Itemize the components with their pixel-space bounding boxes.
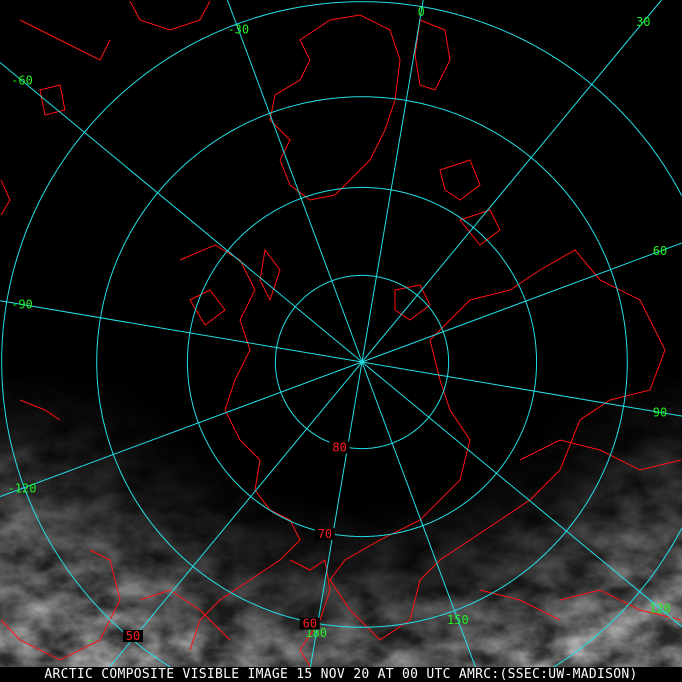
longitude-label: 120	[649, 602, 671, 616]
longitude-label: -	[86, 633, 93, 647]
coastlines	[0, 0, 682, 667]
meridian--150	[96, 361, 363, 682]
meridian-60	[361, 242, 682, 363]
longitude-label: 150	[447, 613, 469, 627]
longitude-label: -60	[11, 74, 33, 88]
longitude-label: 30	[636, 15, 650, 29]
longitude-label: 90	[653, 405, 667, 419]
grid-labels: -30 0 30 -60 60 -90 90 -120 120 150 180 - 80 70 60 50	[8, 5, 671, 647]
latitude-label-bg	[299, 617, 320, 630]
longitude-label: -90	[11, 298, 33, 312]
latitude-label-bg	[329, 441, 350, 454]
meridian-0	[361, 0, 424, 363]
meridian-150	[361, 361, 482, 682]
latitude-label: 80	[332, 440, 346, 454]
longitude-label: -120	[8, 481, 37, 495]
meridian-30	[361, 0, 662, 363]
meridian-90	[361, 361, 682, 417]
meridian-120	[361, 361, 682, 628]
longitude-label: 60	[653, 244, 667, 258]
longitude-label: 180	[305, 626, 327, 640]
latitude-label: 70	[318, 527, 332, 541]
latitude-label-bg	[314, 528, 335, 541]
coastline-baffin	[19, 0, 211, 61]
coastline-alaska	[289, 559, 331, 667]
latitude-label: 50	[126, 629, 140, 643]
longitude-label: -30	[227, 22, 249, 36]
longitude-label: 0	[418, 5, 425, 19]
coastline-svalbard	[439, 159, 501, 246]
meridian--30	[226, 0, 363, 363]
meridian--120	[0, 361, 363, 498]
coastline-canada-west	[0, 84, 231, 661]
coastline-siberia	[329, 249, 666, 641]
latitude-label: 60	[303, 617, 317, 631]
image-caption: ARCTIC COMPOSITE VISIBLE IMAGE 15 NOV 20…	[0, 667, 682, 682]
meridian--90	[0, 300, 363, 363]
coastline-siberia-east	[479, 439, 682, 621]
latitude-label-bg	[123, 630, 143, 642]
parallel-60	[96, 96, 628, 628]
parallel-80	[274, 274, 450, 450]
meridian--60	[0, 62, 363, 363]
parallel-70	[186, 186, 538, 538]
coastline-greenland-east	[414, 19, 451, 91]
coastline-canada-archipelago	[179, 244, 301, 651]
coastline-franz-josef	[394, 284, 431, 321]
coastline-greenland	[269, 14, 401, 201]
